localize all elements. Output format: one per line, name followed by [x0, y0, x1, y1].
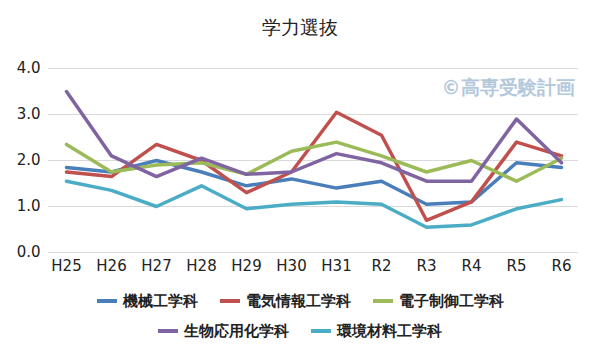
svg-text:R6: R6 [552, 257, 572, 275]
svg-text:R2: R2 [372, 257, 392, 275]
svg-text:H25: H25 [51, 257, 81, 275]
html-text:電気情報工学科: 電気情報工学科 [245, 291, 351, 310]
svg-text:H31: H31 [321, 257, 351, 275]
html-text:生物応用化学科: 生物応用化学科 [184, 321, 289, 340]
svg-text:3.0: 3.0 [17, 105, 41, 123]
svg-text:4.0: 4.0 [17, 59, 41, 77]
svg-text:H30: H30 [276, 257, 306, 275]
svg-text:0.0: 0.0 [17, 243, 41, 261]
svg-text:H29: H29 [231, 257, 261, 275]
svg-text:2.0: 2.0 [17, 151, 41, 169]
html-text:機械工学科: 機械工学科 [122, 291, 198, 310]
svg-text:H27: H27 [141, 257, 171, 275]
html-text:環境材料工学科: 環境材料工学科 [337, 321, 442, 340]
svg-text:H26: H26 [96, 257, 126, 275]
html-text:電子制御工学科: 電子制御工学科 [398, 291, 504, 310]
svg-text:1.0: 1.0 [17, 197, 41, 215]
svg-text:H28: H28 [186, 257, 216, 275]
html-text:学力選抜: 学力選抜 [262, 16, 338, 38]
svg-text:R5: R5 [507, 257, 527, 275]
svg-text:©高専受験計画: ©高専受験計画 [442, 76, 575, 98]
svg-text:R3: R3 [417, 257, 437, 275]
svg-text:R4: R4 [462, 257, 482, 275]
